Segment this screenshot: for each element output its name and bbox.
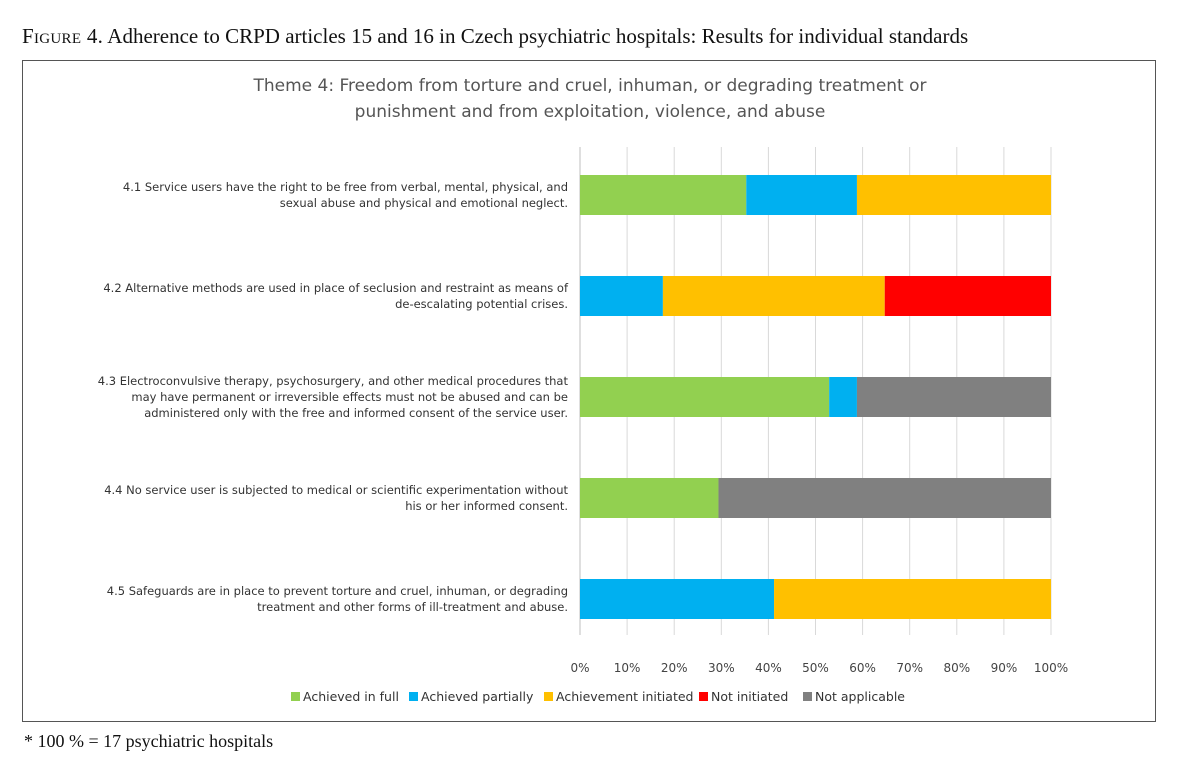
bar-segment: [580, 478, 719, 518]
legend-swatch: [409, 692, 418, 701]
figure-caption: Figure 4. Adherence to CRPD articles 15 …: [22, 24, 968, 49]
legend-swatch: [291, 692, 300, 701]
legend-label: Achieved partially: [421, 689, 534, 704]
bar-segment: [580, 377, 830, 417]
bar-segment: [856, 175, 1051, 215]
x-tick-label: 40%: [755, 661, 782, 675]
x-tick-label: 50%: [802, 661, 829, 675]
x-tick-label: 20%: [661, 661, 688, 675]
category-label: 4.5 Safeguards are in place to prevent t…: [107, 584, 568, 598]
x-tick-label: 0%: [570, 661, 589, 675]
category-label: de-escalating potential crises.: [395, 297, 568, 311]
bar-segment: [884, 276, 1051, 316]
chart-title-line-1: Theme 4: Freedom from torture and cruel,…: [253, 76, 927, 96]
stacked-bar-chart: 0% 10% 20% 30% 40% 50% 60% 70% 80% 90% 100% 4.1 Ser…: [98, 147, 1068, 704]
category-label: may have permanent or irreversible effec…: [131, 390, 568, 404]
category-label: his or her informed consent.: [405, 499, 568, 513]
category-label: 4.1 Service users have the right to be f…: [123, 180, 568, 194]
legend-swatch: [544, 692, 553, 701]
x-tick-label: 30%: [708, 661, 735, 675]
legend-label: Achieved in full: [303, 689, 399, 704]
chart-title: Theme 4: Freedom from torture and cruel,…: [23, 73, 1157, 125]
bar-segment: [829, 377, 857, 417]
x-tick-label: 60%: [849, 661, 876, 675]
x-tick-label: 70%: [896, 661, 923, 675]
legend-label: Not applicable: [815, 689, 905, 704]
chart-frame: Theme 4: Freedom from torture and cruel,…: [22, 60, 1156, 722]
category-label: sexual abuse and physical and emotional …: [280, 196, 568, 210]
footnote: * 100 % = 17 psychiatric hospitals: [24, 731, 274, 751]
category-label: 4.2 Alternative methods are used in plac…: [103, 281, 569, 295]
bar-segment: [746, 175, 857, 215]
bar-segment: [580, 579, 775, 619]
x-tick-label: 90%: [991, 661, 1018, 675]
bar-segment: [580, 276, 663, 316]
category-label: administered only with the free and info…: [144, 406, 568, 420]
bar-segment: [856, 377, 1051, 417]
bar-segment: [718, 478, 1051, 518]
x-tick-label: 100%: [1034, 661, 1068, 675]
category-label: treatment and other forms of ill-treatme…: [257, 600, 568, 614]
legend-label: Achievement initiated: [556, 689, 693, 704]
x-tick-label: 80%: [943, 661, 970, 675]
bar-segment: [580, 175, 747, 215]
legend-label: Not initiated: [711, 689, 788, 704]
bar-segment: [774, 579, 1051, 619]
category-label: 4.3 Electroconvulsive therapy, psychosur…: [98, 374, 569, 388]
chart-title-line-2: punishment and from exploitation, violen…: [354, 102, 826, 122]
legend-swatch: [699, 692, 708, 701]
legend-swatch: [803, 692, 812, 701]
figure-caption-text: Adherence to CRPD articles 15 and 16 in …: [103, 24, 969, 48]
category-label: 4.4 No service user is subjected to medi…: [104, 483, 568, 497]
bar-segment: [662, 276, 885, 316]
x-tick-label: 10%: [614, 661, 641, 675]
figure-label: Figure 4.: [22, 24, 104, 48]
